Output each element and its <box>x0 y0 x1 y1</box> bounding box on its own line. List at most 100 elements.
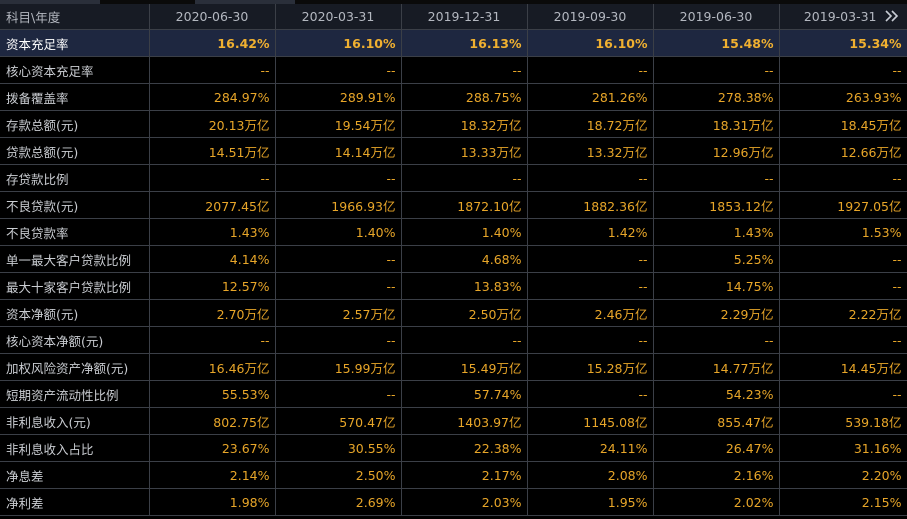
value-cell: 31.16% <box>779 434 907 462</box>
value-cell: -- <box>779 272 907 300</box>
value-cell: 1872.10亿 <box>401 191 528 219</box>
table-row[interactable]: 净息差 2.14% 2.50% 2.17% 2.08% 2.16% 2.20% <box>0 461 907 489</box>
period-header[interactable]: 2020-03-31 <box>275 4 402 30</box>
value-cell: 2.50万亿 <box>401 299 528 327</box>
value-cell: -- <box>779 326 907 354</box>
row-label: 不良贷款(元) <box>0 191 150 219</box>
value-cell: 55.53% <box>149 380 276 408</box>
double-chevron-right-icon[interactable] <box>883 8 901 24</box>
value-cell: 12.66万亿 <box>779 137 907 165</box>
tab-strip-segment <box>195 0 295 4</box>
value-cell: 13.33万亿 <box>401 137 528 165</box>
value-cell: 1145.08亿 <box>527 407 654 435</box>
row-label: 核心资本充足率 <box>0 56 150 84</box>
table-row[interactable]: 不良贷款率 1.43% 1.40% 1.40% 1.42% 1.43% 1.53% <box>0 218 907 246</box>
period-header[interactable]: 2019-09-30 <box>527 4 654 30</box>
value-cell: -- <box>275 272 402 300</box>
value-cell: -- <box>779 164 907 192</box>
value-cell: 1.43% <box>653 218 780 246</box>
row-label: 单一最大客户贷款比例 <box>0 245 150 273</box>
value-cell: -- <box>653 164 780 192</box>
period-header[interactable]: 2019-06-30 <box>653 4 780 30</box>
value-cell: -- <box>275 326 402 354</box>
row-label: 净利差 <box>0 488 150 516</box>
value-cell: 570.47亿 <box>275 407 402 435</box>
value-cell: 2.22万亿 <box>779 299 907 327</box>
table-row[interactable]: 不良贷款(元) 2077.45亿 1966.93亿 1872.10亿 1882.36亿 1… <box>0 191 907 219</box>
value-cell: 14.14万亿 <box>275 137 402 165</box>
table-row[interactable]: 资本充足率 16.42% 16.10% 16.13% 16.10% 15.48% 15.34… <box>0 29 907 57</box>
value-cell: 4.68% <box>401 245 528 273</box>
value-cell: 2.50% <box>275 461 402 489</box>
table-row[interactable]: 净利差 1.98% 2.69% 2.03% 1.95% 2.02% 2.15% <box>0 488 907 516</box>
value-cell: 12.57% <box>149 272 276 300</box>
value-cell: 14.45万亿 <box>779 353 907 381</box>
indicator-table: 科目\年度 2020-06-30 2020-03-31 2019-12-31 2… <box>0 4 907 516</box>
value-cell: -- <box>149 326 276 354</box>
value-cell: 2.57万亿 <box>275 299 402 327</box>
table-row[interactable]: 存贷款比例 -- -- -- -- -- -- <box>0 164 907 192</box>
value-cell: -- <box>527 56 654 84</box>
value-cell: 1966.93亿 <box>275 191 402 219</box>
table-row[interactable]: 加权风险资产净额(元) 16.46万亿 15.99万亿 15.49万亿 15.28万亿 1… <box>0 353 907 381</box>
table-row[interactable]: 非利息收入占比 23.67% 30.55% 22.38% 24.11% 26.47% 31.… <box>0 434 907 462</box>
row-label: 拨备覆盖率 <box>0 83 150 111</box>
table-row[interactable]: 非利息收入(元) 802.75亿 570.47亿 1403.97亿 1145.08亿 85… <box>0 407 907 435</box>
tab-strip-segment <box>0 0 100 4</box>
value-cell: 16.10% <box>527 29 654 57</box>
value-cell: -- <box>275 245 402 273</box>
table-row[interactable]: 拨备覆盖率 284.97% 289.91% 288.75% 281.26% 278.38%… <box>0 83 907 111</box>
value-cell: 22.38% <box>401 434 528 462</box>
value-cell: 16.46万亿 <box>149 353 276 381</box>
value-cell: 30.55% <box>275 434 402 462</box>
value-cell: -- <box>653 56 780 84</box>
value-cell: 263.93% <box>779 83 907 111</box>
value-cell: 1.42% <box>527 218 654 246</box>
period-header-label[interactable]: 2019-03-31 <box>803 9 877 24</box>
value-cell: 1927.05亿 <box>779 191 907 219</box>
table-row[interactable]: 最大十家客户贷款比例 12.57% -- 13.83% -- 14.75% -- <box>0 272 907 300</box>
value-cell: -- <box>779 56 907 84</box>
table-row[interactable]: 核心资本净额(元) -- -- -- -- -- -- <box>0 326 907 354</box>
value-cell: 5.25% <box>653 245 780 273</box>
value-cell: 16.13% <box>401 29 528 57</box>
value-cell: -- <box>401 164 528 192</box>
value-cell: -- <box>149 164 276 192</box>
value-cell: -- <box>401 326 528 354</box>
row-label: 加权风险资产净额(元) <box>0 353 150 381</box>
value-cell: -- <box>527 245 654 273</box>
table-row[interactable]: 单一最大客户贷款比例 4.14% -- 4.68% -- 5.25% -- <box>0 245 907 273</box>
table-row[interactable]: 资本净额(元) 2.70万亿 2.57万亿 2.50万亿 2.46万亿 2.29万亿 2.2… <box>0 299 907 327</box>
value-cell: -- <box>275 56 402 84</box>
value-cell: 18.31万亿 <box>653 110 780 138</box>
value-cell: 14.77万亿 <box>653 353 780 381</box>
value-cell: 2.14% <box>149 461 276 489</box>
value-cell: -- <box>527 326 654 354</box>
value-cell: 1.43% <box>149 218 276 246</box>
table-row[interactable]: 短期资产流动性比例 55.53% -- 57.74% -- 54.23% -- <box>0 380 907 408</box>
row-label: 净息差 <box>0 461 150 489</box>
value-cell: 2.20% <box>779 461 907 489</box>
table-row[interactable]: 贷款总额(元) 14.51万亿 14.14万亿 13.33万亿 13.32万亿 12.96… <box>0 137 907 165</box>
value-cell: 288.75% <box>401 83 528 111</box>
period-header[interactable]: 2020-06-30 <box>149 4 276 30</box>
value-cell: -- <box>779 380 907 408</box>
value-cell: -- <box>527 272 654 300</box>
row-label: 存款总额(元) <box>0 110 150 138</box>
value-cell: 2.16% <box>653 461 780 489</box>
value-cell: 13.83% <box>401 272 528 300</box>
value-cell: 15.34% <box>779 29 907 57</box>
value-cell: 2.70万亿 <box>149 299 276 327</box>
period-header[interactable]: 2019-12-31 <box>401 4 528 30</box>
value-cell: 2.46万亿 <box>527 299 654 327</box>
table-row[interactable]: 存款总额(元) 20.13万亿 19.54万亿 18.32万亿 18.72万亿 18.31… <box>0 110 907 138</box>
value-cell: 13.32万亿 <box>527 137 654 165</box>
value-cell: 12.96万亿 <box>653 137 780 165</box>
period-header-last[interactable]: 2019-03-31 <box>779 4 907 30</box>
value-cell: 54.23% <box>653 380 780 408</box>
value-cell: 57.74% <box>401 380 528 408</box>
table-row[interactable]: 核心资本充足率 -- -- -- -- -- -- <box>0 56 907 84</box>
row-label: 最大十家客户贷款比例 <box>0 272 150 300</box>
value-cell: 2.15% <box>779 488 907 516</box>
